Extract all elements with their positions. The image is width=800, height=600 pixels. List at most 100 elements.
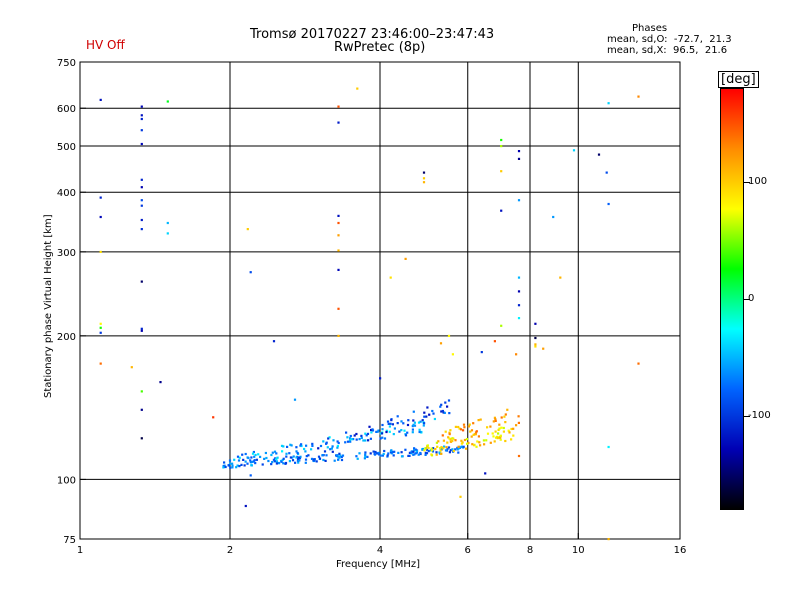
echo-point xyxy=(337,121,340,124)
trace-point xyxy=(500,426,503,429)
trace-point xyxy=(404,434,408,437)
trace-point xyxy=(502,426,505,430)
trace-point xyxy=(412,423,415,426)
trace-point xyxy=(338,452,341,455)
trace-point xyxy=(412,410,415,413)
trace-point xyxy=(477,419,480,422)
trace-point xyxy=(366,455,369,458)
trace-point xyxy=(454,448,457,451)
trace-point xyxy=(496,437,499,440)
trace-point xyxy=(460,439,463,442)
trace-point xyxy=(299,444,302,447)
echo-point xyxy=(140,390,143,393)
trace-point xyxy=(353,434,356,437)
echo-point xyxy=(500,324,503,327)
trace-point xyxy=(424,453,427,456)
trace-point xyxy=(412,419,415,422)
trace-point xyxy=(440,403,443,406)
trace-point xyxy=(229,466,232,469)
trace-point xyxy=(290,444,293,447)
trace-point xyxy=(440,446,443,449)
trace-point xyxy=(386,454,389,457)
echo-point xyxy=(140,408,143,411)
trace-point xyxy=(244,452,247,456)
trace-point xyxy=(463,426,466,429)
trace-point xyxy=(276,456,279,459)
trace-point xyxy=(446,447,449,451)
trace-point xyxy=(494,418,497,421)
trace-point xyxy=(272,458,275,461)
trace-point xyxy=(398,430,401,433)
x-tick-label: 16 xyxy=(674,545,687,556)
trace-point xyxy=(273,460,276,463)
trace-point xyxy=(366,432,370,435)
trace-point xyxy=(261,463,264,466)
echo-point xyxy=(130,366,133,369)
trace-point xyxy=(510,427,513,431)
trace-point xyxy=(285,455,288,458)
echo-point xyxy=(607,102,610,105)
trace-point xyxy=(363,457,366,460)
trace-point xyxy=(504,413,507,416)
trace-point xyxy=(304,450,307,453)
trace-point xyxy=(375,452,379,455)
echo-point xyxy=(337,105,340,108)
trace-point xyxy=(517,421,520,424)
trace-point xyxy=(271,451,274,454)
trace-point xyxy=(462,423,466,426)
trace-point xyxy=(478,441,481,444)
trace-point xyxy=(372,450,375,453)
trace-point xyxy=(224,465,227,469)
echo-point xyxy=(99,215,102,219)
trace-point xyxy=(236,464,239,467)
echo-point xyxy=(140,142,143,146)
trace-point xyxy=(414,448,417,451)
trace-point xyxy=(338,456,341,459)
trace-point xyxy=(417,453,420,456)
trace-point xyxy=(470,429,474,432)
trace-point xyxy=(278,462,281,465)
trace-point xyxy=(352,438,355,441)
trace-point xyxy=(304,458,308,461)
trace-point xyxy=(411,431,414,434)
trace-point xyxy=(445,446,448,449)
trace-point xyxy=(253,455,256,458)
trace-point xyxy=(227,464,230,467)
trace-point xyxy=(475,445,478,448)
trace-point xyxy=(370,428,373,432)
trace-point xyxy=(295,446,298,449)
x-axis-label: Frequency [MHz] xyxy=(336,559,421,570)
trace-point xyxy=(231,464,234,467)
trace-point xyxy=(435,451,438,454)
trace-point xyxy=(362,439,365,442)
trace-point xyxy=(344,441,347,444)
trace-point xyxy=(380,432,384,435)
trace-point xyxy=(339,454,342,457)
trace-point xyxy=(305,455,308,458)
trace-point xyxy=(392,433,395,436)
trace-point xyxy=(358,438,361,441)
trace-point xyxy=(222,466,225,469)
trace-point xyxy=(303,447,306,451)
trace-point xyxy=(404,448,407,451)
trace-point xyxy=(252,450,255,454)
trace-point xyxy=(324,459,327,462)
trace-point xyxy=(385,429,388,432)
trace-point xyxy=(379,437,382,440)
trace-point xyxy=(233,458,236,461)
trace-point xyxy=(493,440,496,443)
trace-point xyxy=(491,432,494,435)
echo-point xyxy=(607,538,610,541)
echo-point xyxy=(140,117,143,121)
trace-point xyxy=(364,432,367,435)
trace-point xyxy=(360,436,363,439)
trace-point xyxy=(280,460,283,463)
trace-point xyxy=(473,444,476,447)
echo-point xyxy=(515,424,518,427)
trace-point xyxy=(402,422,405,425)
trace-point xyxy=(246,462,249,465)
trace-point xyxy=(448,431,451,434)
echo-point xyxy=(140,114,143,117)
trace-point xyxy=(466,442,469,445)
echo-point xyxy=(515,353,518,356)
